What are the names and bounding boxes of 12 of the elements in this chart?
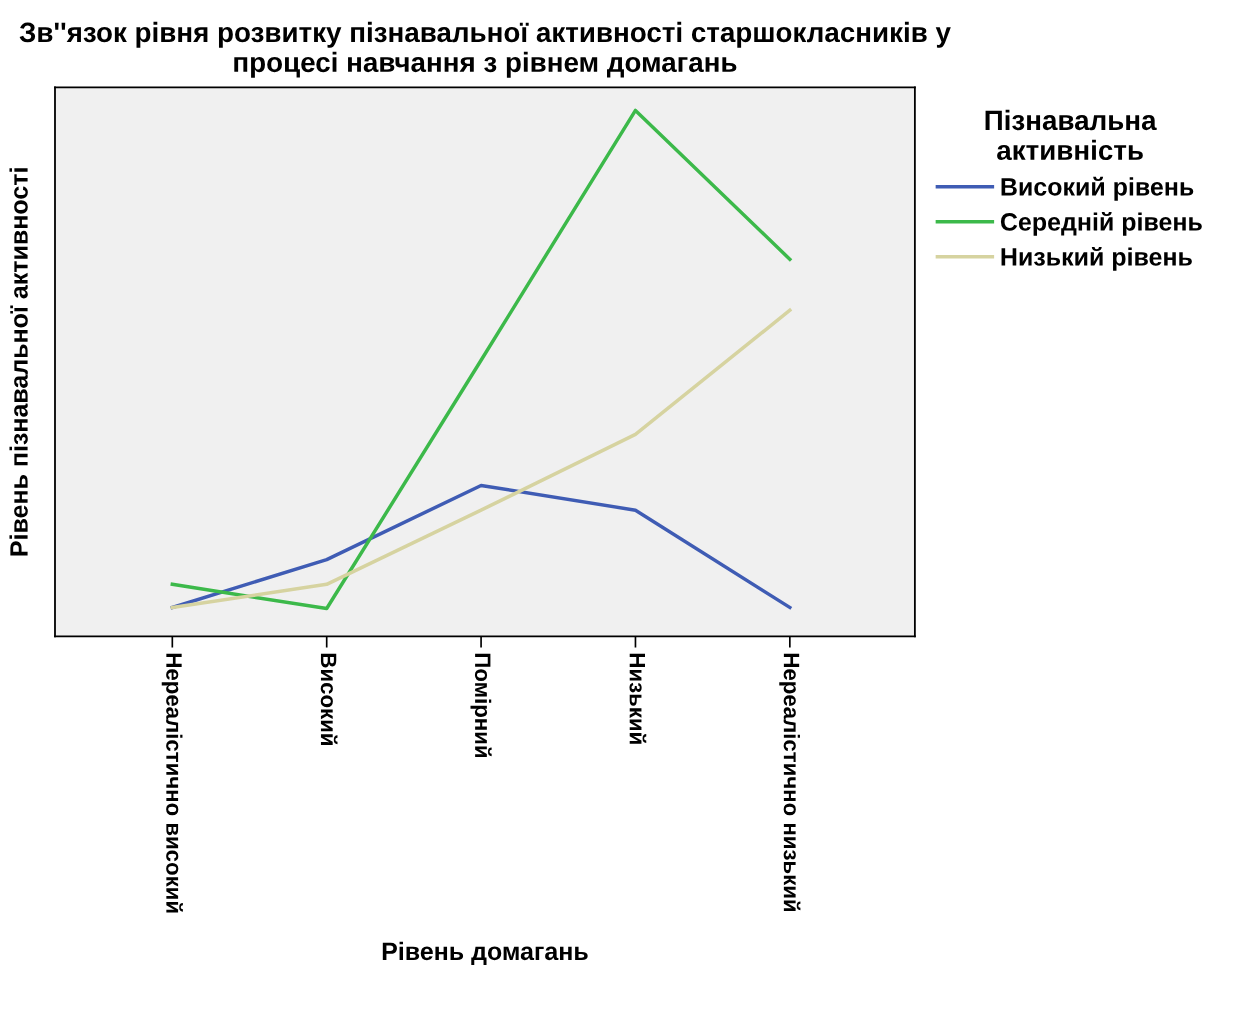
x-tick-label: Помірний (470, 653, 492, 758)
legend-title: Пізнавальна активність (985, 109, 1157, 161)
legend-label: Високий рівень (1001, 176, 1194, 201)
y-axis-title: Рівень пізнавальної активності (9, 168, 28, 556)
legend-label: Низький рівень (1001, 246, 1192, 271)
x-tick-label: Високий (320, 653, 338, 745)
x-axis-title: Рівень домагань (382, 941, 588, 965)
x-tick-label: Нереалістично низький (779, 653, 801, 912)
x-tick-label: Низький (629, 653, 647, 744)
x-tick-label: Нереалістично високий (161, 653, 183, 913)
chart-title: Зв''язок рівня розвитку пізнавальної активності старшокласників у процесі навчання з рівнем домагань (19, 21, 951, 78)
legend-label: Середній рівень (1000, 211, 1202, 236)
